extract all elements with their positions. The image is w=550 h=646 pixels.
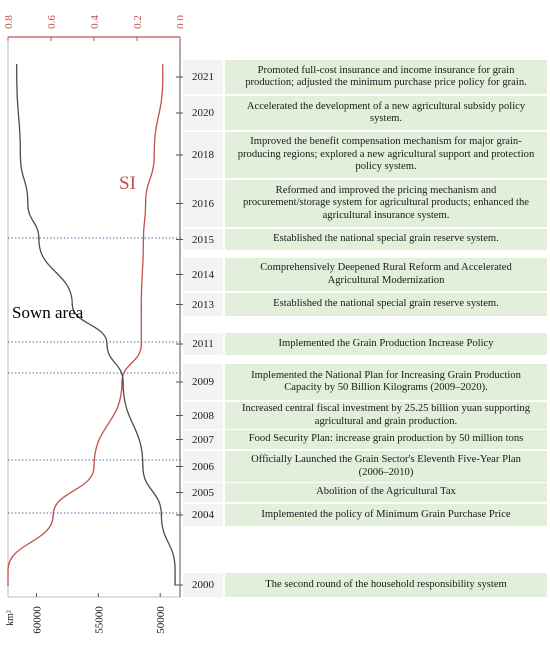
timeline-row: 2007 Food Security Plan: increase grain p… — [183, 430, 547, 449]
timeline-row: 2015 Established the national special gra… — [183, 229, 547, 250]
si-label: SI — [119, 173, 136, 194]
timeline-row: 2008 Increased central fiscal investment … — [183, 402, 547, 429]
sown-area-data-point — [19, 154, 22, 156]
policy-timeline: 2021 Promoted full-cost insurance and inc… — [183, 0, 550, 646]
timeline-row: 2000 The second round of the household re… — [183, 573, 547, 597]
si-data-point — [162, 76, 164, 78]
timeline-event: Established the national special grain r… — [225, 293, 547, 316]
timeline-row: 2011 Implemented the Grain Production Inc… — [183, 333, 547, 355]
sown-area-data-point — [142, 465, 144, 468]
timeline-year: 2015 — [183, 229, 223, 250]
timeline-year: 2016 — [183, 180, 223, 227]
sown-area-series-line — [16, 64, 176, 585]
timeline-year: 2021 — [183, 60, 223, 94]
timeline-row: 2014 Comprehensively Deepened Rural Refor… — [183, 258, 547, 291]
sown-area-data-point — [106, 343, 108, 345]
timeline-event: Abolition of the Agricultural Tax — [225, 483, 547, 502]
sown-area-data-point — [26, 202, 29, 205]
timeline-row: 2016 Reformed and improved the pricing me… — [183, 180, 547, 227]
timeline-row: 2005 Abolition of the Agricultural Tax — [183, 483, 547, 502]
timeline-year: 2000 — [183, 573, 223, 597]
si-data-point — [93, 465, 95, 468]
timeline-row: 2020 Accelerated the development of a new… — [183, 96, 547, 130]
timeline-year: 2013 — [183, 293, 223, 316]
sown-area-label: Sown area — [12, 303, 84, 322]
top-axis-tick-label: 0.0 — [175, 15, 183, 29]
timeline-row: 2021 Promoted full-cost insurance and inc… — [183, 60, 547, 94]
timeline-event: Improved the benefit compensation mechan… — [225, 132, 547, 178]
sown-area-data-point — [15, 76, 18, 78]
top-axis-tick-label: 0.4 — [89, 15, 101, 29]
timeline-row: 2018 Improved the benefit compensation me… — [183, 132, 547, 178]
timeline-event: Established the national special grain r… — [225, 229, 547, 250]
timeline-event: Increased central fiscal investment by 2… — [225, 402, 547, 429]
bottom-axis-tick-label: 50000 — [155, 606, 167, 634]
timeline-row: 2009 Implemented the National Plan for In… — [183, 364, 547, 400]
trend-chart: 0.8 0.6 0.4 0.2 0.0 60000 55000 50000 km² SI Sown … — [3, 15, 183, 634]
timeline-year: 2007 — [183, 430, 223, 449]
top-axis-tick-label: 0.2 — [132, 15, 144, 29]
timeline-year: 2009 — [183, 364, 223, 400]
si-data-point — [144, 202, 147, 205]
sown-area-data-point — [38, 238, 40, 241]
timeline-year: 2004 — [183, 504, 223, 526]
bottom-axis-tick-label: 55000 — [93, 606, 105, 634]
si-data-point — [7, 584, 9, 586]
timeline-row: 2004 Implemented the policy of Minimum Gr… — [183, 504, 547, 526]
timeline-event: Comprehensively Deepened Rural Reform an… — [225, 258, 547, 291]
timeline-event: Reformed and improved the pricing mechan… — [225, 180, 547, 227]
bottom-axis-tick-label: 60000 — [31, 606, 43, 634]
timeline-event: The second round of the household respon… — [225, 573, 547, 597]
timeline-year: 2011 — [183, 333, 223, 355]
timeline-row: 2013 Established the national special gra… — [183, 293, 547, 316]
timeline-year: 2020 — [183, 96, 223, 130]
si-data-point — [140, 343, 143, 345]
timeline-event: Implemented the policy of Minimum Grain … — [225, 504, 547, 526]
timeline-year: 2018 — [183, 132, 223, 178]
timeline-event: Promoted full-cost insurance and income … — [225, 60, 547, 94]
timeline-event: Officially Launched the Grain Sector's E… — [225, 451, 547, 482]
timeline-year: 2006 — [183, 451, 223, 482]
si-series-line — [7, 63, 164, 585]
timeline-year: 2005 — [183, 483, 223, 502]
si-data-point — [140, 303, 143, 306]
timeline-year: 2014 — [183, 258, 223, 291]
timeline-year: 2008 — [183, 402, 223, 429]
si-data-point — [153, 154, 155, 156]
timeline-event: Food Security Plan: increase grain produ… — [225, 430, 547, 449]
sown-area-data-point — [160, 514, 163, 516]
sown-area-data-point — [71, 303, 74, 306]
timeline-event: Implemented the National Plan for Increa… — [225, 364, 547, 400]
si-data-point — [142, 238, 145, 241]
sown-area-data-point — [174, 584, 176, 586]
top-axis-tick-label: 0.8 — [3, 15, 15, 29]
timeline-event: Implemented the Grain Production Increas… — [225, 333, 547, 355]
bottom-axis-unit: km² — [5, 610, 16, 626]
sown-area-data-point — [122, 381, 124, 383]
top-axis-tick-label: 0.6 — [46, 15, 58, 29]
timeline-row: 2006 Officially Launched the Grain Sector… — [183, 451, 547, 482]
timeline-event: Accelerated the development of a new agr… — [225, 96, 547, 130]
si-data-point — [52, 514, 54, 516]
si-data-point — [121, 381, 123, 383]
